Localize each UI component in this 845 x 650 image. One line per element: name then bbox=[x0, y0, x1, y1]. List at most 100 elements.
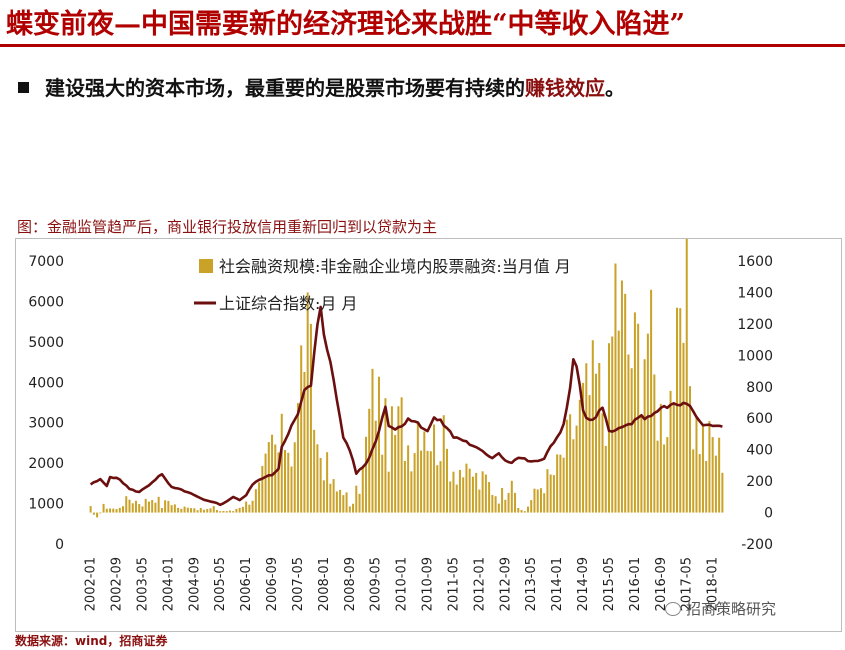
bar bbox=[413, 453, 416, 513]
x-tick-label: 2006-01 bbox=[239, 557, 254, 611]
bar bbox=[439, 461, 442, 513]
x-tick-label: 2009-05 bbox=[369, 557, 384, 611]
bar bbox=[319, 458, 322, 513]
bar bbox=[620, 280, 623, 513]
bullet-point: 建设强大的资本市场，最重要的是股票市场要有持续的赚钱效应。 bbox=[18, 72, 625, 101]
bar bbox=[206, 509, 209, 513]
x-tick-label: 2004-09 bbox=[187, 557, 202, 611]
bar bbox=[588, 395, 591, 513]
bar bbox=[371, 368, 374, 513]
bar bbox=[676, 307, 679, 513]
y-right-tick-label: 200 bbox=[746, 474, 773, 490]
bar bbox=[705, 460, 708, 513]
x-tick-label: 2015-05 bbox=[602, 557, 617, 611]
bar bbox=[390, 406, 393, 513]
bar bbox=[352, 503, 355, 513]
bar bbox=[546, 469, 549, 513]
bar bbox=[183, 506, 186, 513]
bar bbox=[258, 482, 261, 513]
x-tick-label: 2006-09 bbox=[265, 557, 280, 611]
bar bbox=[672, 403, 675, 513]
x-tick-label: 2008-09 bbox=[343, 557, 358, 611]
bar bbox=[147, 501, 150, 513]
bar bbox=[170, 505, 173, 513]
bar bbox=[296, 403, 299, 513]
y-right-tick-label: -200 bbox=[741, 537, 773, 553]
bar bbox=[611, 336, 614, 513]
bar bbox=[449, 481, 452, 513]
bar bbox=[374, 420, 377, 513]
bar bbox=[303, 372, 306, 513]
x-tick-label: 2011-05 bbox=[447, 557, 462, 611]
bar bbox=[630, 368, 633, 513]
y-right-tick-label: 1600 bbox=[737, 254, 773, 270]
y-left-tick-label: 4000 bbox=[28, 375, 64, 391]
bar bbox=[562, 457, 565, 513]
bar bbox=[507, 492, 510, 513]
y-right-tick-label: 1400 bbox=[737, 285, 773, 301]
bar bbox=[261, 466, 264, 513]
bar bbox=[134, 500, 137, 513]
bar bbox=[484, 474, 487, 513]
y-left-tick-label: 2000 bbox=[28, 456, 64, 472]
bar bbox=[617, 330, 620, 513]
bar bbox=[144, 498, 147, 513]
bar bbox=[471, 476, 474, 513]
bar bbox=[714, 455, 717, 513]
x-tick-label: 2004-01 bbox=[161, 557, 176, 611]
bar bbox=[663, 444, 666, 513]
bar bbox=[180, 508, 183, 513]
bar bbox=[604, 445, 607, 513]
bar bbox=[640, 417, 643, 513]
bar bbox=[685, 239, 688, 513]
y-left-tick-label: 6000 bbox=[28, 294, 64, 310]
figure-caption: 图：金融监管趋严后，商业银行投放信用重新回归到以贷款为主 bbox=[17, 218, 438, 236]
x-tick-label: 2002-01 bbox=[84, 557, 99, 611]
y-right-tick-label: 800 bbox=[746, 380, 773, 396]
bar bbox=[329, 483, 332, 513]
bar bbox=[455, 484, 458, 513]
bar bbox=[575, 425, 578, 513]
bar bbox=[355, 485, 358, 513]
bar bbox=[552, 475, 555, 513]
bar bbox=[491, 494, 494, 513]
x-tick-label: 2008-01 bbox=[317, 557, 332, 611]
bar bbox=[523, 511, 526, 513]
bar bbox=[241, 506, 244, 513]
bar bbox=[203, 509, 206, 513]
bar bbox=[215, 510, 218, 513]
bar bbox=[539, 488, 542, 513]
bar bbox=[478, 489, 481, 513]
bar bbox=[442, 415, 445, 513]
bar bbox=[245, 501, 248, 513]
bar bbox=[643, 359, 646, 513]
bar bbox=[280, 413, 283, 513]
bar bbox=[591, 340, 594, 513]
bar bbox=[423, 431, 426, 513]
bar bbox=[287, 452, 290, 513]
bar bbox=[416, 423, 419, 513]
bar bbox=[701, 426, 704, 513]
bar bbox=[368, 408, 371, 513]
bar bbox=[494, 496, 497, 513]
bullet-square-icon bbox=[18, 82, 29, 93]
data-source: 数据来源：wind，招商证券 bbox=[15, 634, 168, 648]
bar bbox=[624, 293, 627, 513]
bar bbox=[115, 509, 118, 513]
bar bbox=[659, 403, 662, 513]
bar bbox=[193, 508, 196, 513]
bar bbox=[711, 437, 714, 513]
bar bbox=[569, 414, 572, 513]
bar bbox=[549, 474, 552, 513]
bar bbox=[118, 507, 121, 513]
bar bbox=[565, 419, 568, 513]
bar bbox=[585, 363, 588, 513]
bar bbox=[164, 500, 167, 513]
bar bbox=[157, 496, 160, 513]
bar bbox=[429, 451, 432, 513]
bar bbox=[109, 508, 112, 513]
bar bbox=[316, 444, 319, 513]
bar bbox=[196, 510, 199, 513]
y-right-tick-label: 1000 bbox=[737, 348, 773, 364]
x-tick-label: 2010-01 bbox=[395, 557, 410, 611]
